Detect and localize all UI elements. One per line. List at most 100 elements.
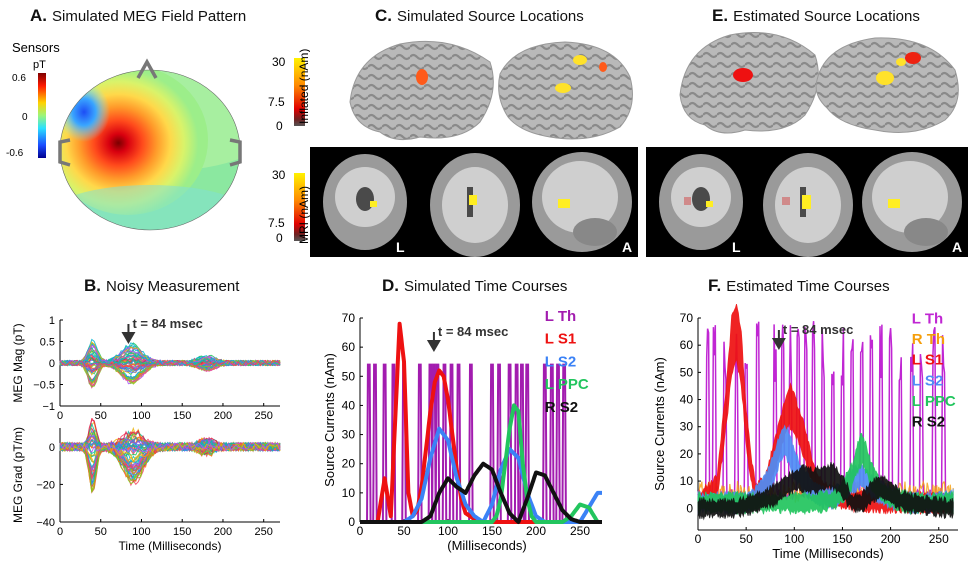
y-tick-label: −1	[42, 401, 55, 413]
x-axis-label: Time (Milliseconds)	[772, 546, 883, 561]
panel-d-letter: D.	[382, 276, 399, 295]
inflated-tick-max: 30	[272, 55, 286, 69]
y-tick-label: 0	[49, 358, 55, 370]
spike	[561, 363, 567, 523]
legend-entry: L S1	[545, 331, 576, 348]
x-tick-label: 150	[832, 532, 852, 546]
spike	[542, 363, 548, 523]
x-tick-label: 200	[881, 532, 901, 546]
spike	[468, 363, 474, 523]
left-hemisphere-e	[679, 32, 819, 134]
x-tick-label: 50	[739, 532, 753, 546]
panel-a-letter: A.	[30, 6, 47, 25]
x-axis-label: (Milliseconds)	[447, 538, 526, 553]
legend-entry: L PPC	[545, 376, 589, 393]
x-tick-label: 0	[695, 532, 702, 546]
source-l-s1-c	[416, 69, 428, 85]
panel-d-title: D. Simulated Time Courses	[382, 276, 567, 296]
topo-map	[60, 70, 240, 230]
x-tick-label: 250	[255, 410, 273, 421]
source-l-s1-e	[733, 68, 753, 82]
inflated-colorbar-label: Inflated (nAm)	[297, 49, 310, 124]
y-tick-label: 30	[680, 420, 694, 434]
noisy-band	[697, 461, 954, 521]
x-tick-label: 250	[255, 526, 273, 538]
down-arrow-icon	[771, 338, 786, 350]
panel-c-title-text: Simulated Source Locations	[397, 8, 584, 25]
chart-estimated-time-courses: 0 50 100 150 200 250 0 10 20 30 40 50 60 70 Source Cur…	[652, 303, 958, 561]
topo-colorbar-unit: pT	[33, 59, 46, 71]
chart-simulated-time-courses: 0 50 100 150 200 250 0 10 20 30 40 50 60 70 Source Cur…	[322, 308, 604, 553]
x-tick-label: 250	[570, 524, 590, 538]
y-axis-label: Source Currents (nAm)	[322, 353, 337, 487]
legend-entry: R Th	[912, 331, 945, 348]
x-tick-label: 150	[173, 410, 191, 421]
spike	[524, 363, 530, 523]
x-tick-label: 200	[214, 410, 232, 421]
panel-a-title-text: Simulated MEG Field Pattern	[52, 8, 247, 25]
y-tick-label: 10	[342, 486, 356, 500]
mag-trace	[59, 359, 281, 373]
x-tick-label: 150	[482, 524, 502, 538]
x-tick-label: 50	[397, 524, 411, 538]
chart-meg-mag: 0 50 100 150 200 250 −1 −0.5 0 0.5 1 MEG Mag (pT) t …	[11, 315, 281, 421]
left-ear-icon	[58, 138, 71, 167]
topo-colorbar-tick-max: 0.6	[12, 73, 26, 84]
curve	[358, 461, 604, 524]
series-r-s2	[697, 461, 954, 521]
panel-e-title-text: Estimated Source Locations	[733, 8, 920, 25]
spike	[441, 363, 448, 523]
spike	[496, 363, 502, 523]
right-hemisphere-e	[815, 37, 959, 133]
mri-colorbar	[294, 173, 305, 241]
mri-anterior-label-c: A	[622, 239, 633, 255]
y-tick-label: −40	[36, 517, 55, 529]
source-s2-c	[555, 83, 571, 93]
mri-tick-min: 0	[276, 231, 283, 245]
right-ear-icon	[229, 138, 242, 167]
spike	[549, 363, 555, 523]
legend-entry: L Th	[545, 308, 576, 325]
y-tick-label: 20	[680, 447, 694, 461]
x-axis-label: Time (Milliseconds)	[119, 539, 222, 553]
y-tick-label: 0	[49, 442, 55, 454]
panel-b-title-text: Noisy Measurement	[106, 278, 240, 295]
x-tick-label: 250	[929, 532, 949, 546]
panel-e-title: E. Estimated Source Locations	[712, 6, 920, 26]
spike	[366, 363, 372, 523]
panel-a-title: A. Simulated MEG Field Pattern	[30, 6, 246, 26]
legend-entry: L S1	[912, 352, 943, 369]
topo-colorbar	[38, 73, 46, 158]
spike	[372, 363, 378, 523]
x-tick-label: 100	[132, 526, 150, 538]
y-axis-label: Source Currents (nAm)	[652, 357, 667, 491]
x-tick-label: 200	[214, 526, 232, 538]
y-tick-label: 50	[680, 365, 694, 379]
y-tick-label: 0	[348, 515, 355, 529]
y-tick-label: 0	[686, 501, 693, 515]
x-tick-label: 0	[57, 526, 63, 538]
y-tick-label: 30	[342, 428, 356, 442]
y-tick-label: 40	[680, 393, 694, 407]
time-marker-label: t = 84 msec	[783, 322, 853, 337]
legend-entry: L S2	[545, 353, 576, 370]
panel-e-letter: E.	[712, 6, 729, 25]
source-r-s1-c	[599, 62, 607, 72]
mri-left-label-e: L	[732, 239, 741, 255]
source-ppc-c	[573, 55, 587, 65]
panel-f-letter: F.	[708, 276, 722, 295]
spike	[513, 363, 520, 523]
y-axis-label: MEG Mag (pT)	[11, 323, 25, 402]
time-marker-label: t = 84 msec	[438, 324, 508, 339]
source-s2-e	[876, 71, 894, 85]
mri-strip-c: L A	[310, 147, 638, 257]
legend-entry: R S2	[545, 399, 578, 416]
panel-f-title-text: Estimated Time Courses	[726, 278, 890, 295]
y-tick-label: 70	[680, 311, 694, 325]
panel-d-title-text: Simulated Time Courses	[404, 278, 568, 295]
panel-e-brains	[679, 32, 959, 134]
x-tick-label: 50	[95, 526, 107, 538]
chart-meg-grad: 0 50 100 150 200 250 −40 −20 0 MEG Grad (pT/m) Tim…	[11, 418, 281, 553]
nose-icon	[136, 58, 158, 79]
spike	[455, 363, 462, 523]
